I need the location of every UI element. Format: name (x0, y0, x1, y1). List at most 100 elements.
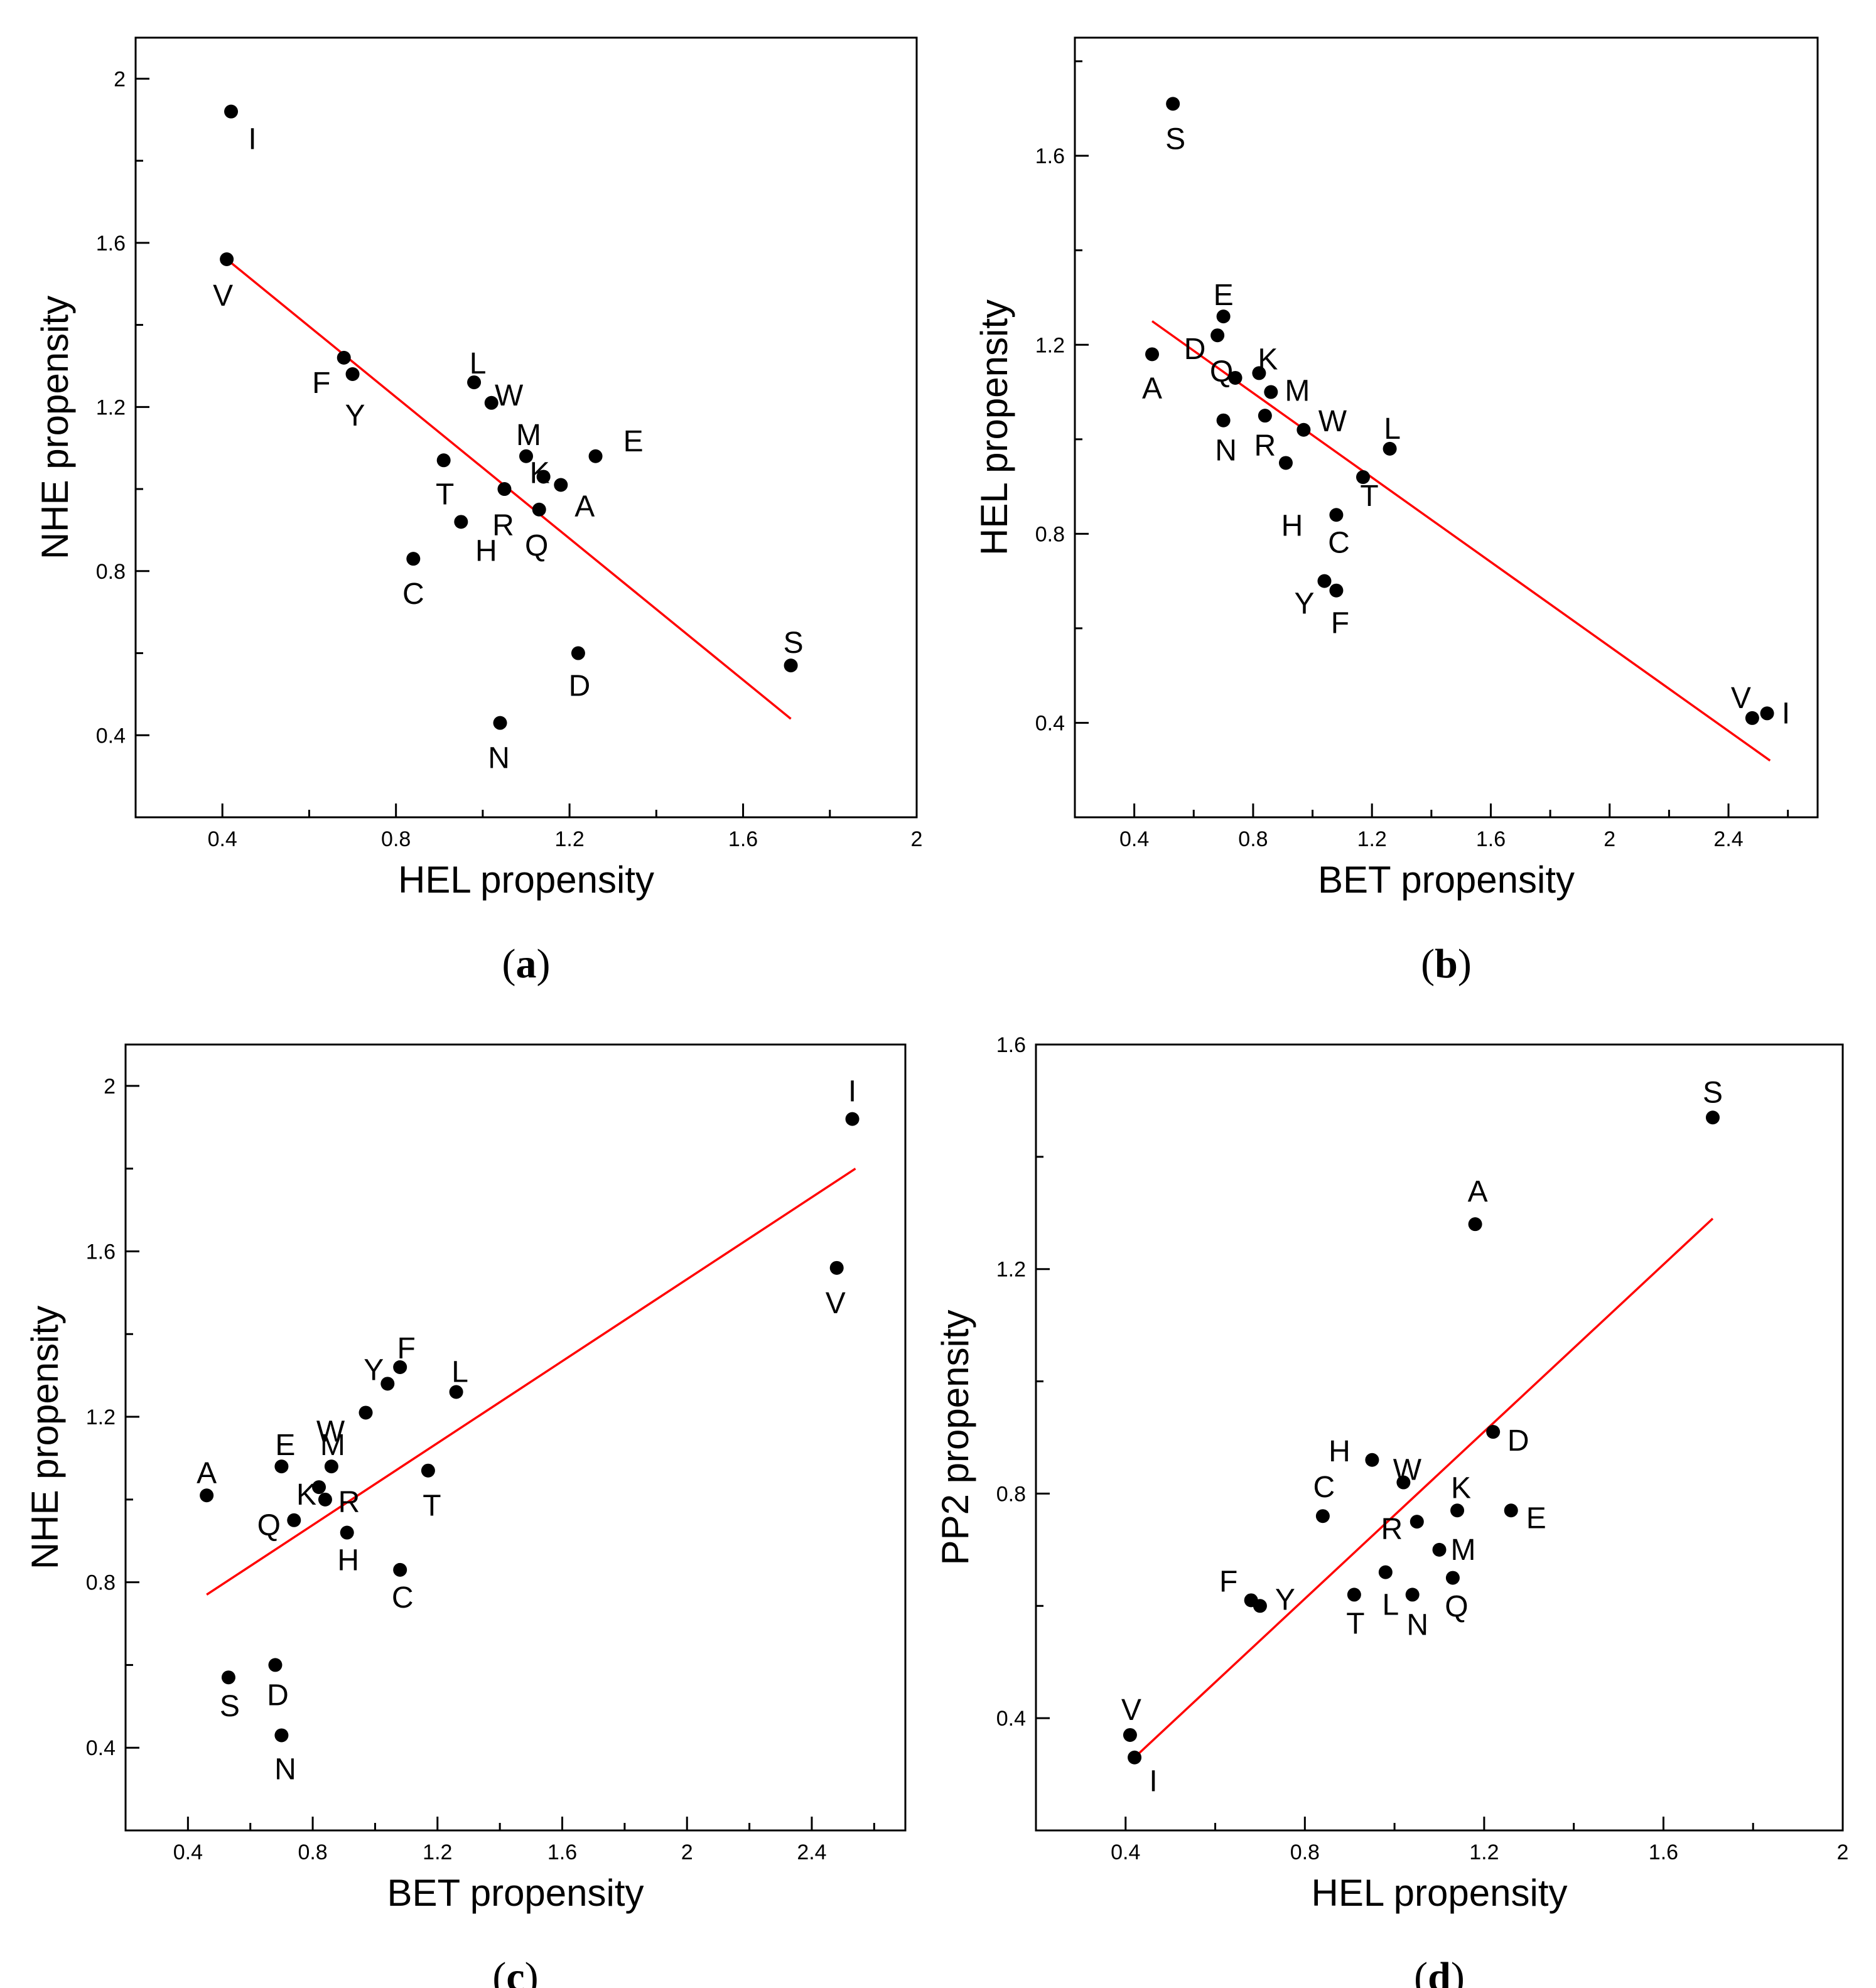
point-label-D: D (569, 670, 591, 703)
point-A (554, 478, 568, 492)
y-tick-label: 1.6 (96, 232, 126, 255)
panel-caption-letter: d (1428, 1954, 1451, 1988)
point-label-S: S (784, 626, 804, 660)
point-label-C: C (392, 1581, 414, 1615)
point-label-Y: Y (1275, 1583, 1295, 1616)
point-label-H: H (337, 1544, 359, 1577)
point-label-W: W (1393, 1454, 1422, 1487)
point-Y (380, 1377, 395, 1391)
point-label-W: W (495, 379, 524, 412)
point-C (1315, 1509, 1330, 1523)
panel-caption: (a) (502, 941, 551, 987)
point-W (484, 395, 499, 410)
point-E (274, 1459, 289, 1474)
point-label-K: K (530, 456, 550, 490)
y-tick-label: 0.4 (96, 724, 126, 748)
point-Q (287, 1513, 301, 1527)
panel-caption-letter: b (1435, 941, 1458, 987)
point-label-R: R (1381, 1513, 1403, 1546)
point-label-E: E (275, 1429, 295, 1462)
point-T (1356, 470, 1371, 485)
y-axis-label: NHE propensity (34, 296, 76, 559)
point-label-R: R (338, 1486, 360, 1519)
point-label-F: F (312, 367, 330, 400)
x-axis-label: HEL propensity (1312, 1872, 1568, 1914)
point-Q (1445, 1571, 1460, 1585)
point-M (324, 1459, 338, 1474)
y-axis-label: HEL propensity (973, 299, 1015, 556)
point-S (784, 658, 798, 673)
point-label-Q: Q (1210, 355, 1233, 389)
point-label-F: F (397, 1332, 416, 1365)
x-axis-label: HEL propensity (398, 859, 654, 901)
point-Y (1317, 574, 1332, 588)
point-label-L: L (451, 1356, 468, 1389)
point-D (1210, 328, 1225, 343)
point-label-D: D (267, 1679, 289, 1712)
point-M (519, 449, 533, 463)
point-D (571, 646, 585, 660)
point-R (497, 482, 512, 497)
point-label-V: V (826, 1287, 846, 1320)
point-N (1216, 413, 1231, 427)
x-tick-label: 0.8 (298, 1840, 327, 1864)
panel-caption: (b) (1421, 941, 1472, 987)
y-tick-label: 0.8 (996, 1482, 1026, 1506)
y-tick-label: 0.4 (1035, 711, 1065, 735)
y-tick-label: 2 (114, 67, 126, 91)
point-label-H: H (475, 534, 497, 567)
point-D (268, 1658, 283, 1672)
point-label-Q: Q (525, 530, 548, 563)
point-label-M: M (1451, 1534, 1476, 1567)
point-label-M: M (516, 419, 541, 452)
plot-frame (124, 1043, 907, 1832)
point-label-E: E (1214, 279, 1234, 312)
point-R (318, 1492, 332, 1507)
point-label-N: N (1406, 1608, 1428, 1641)
point-R (1258, 409, 1272, 423)
point-label-M: M (320, 1429, 345, 1462)
point-H (1365, 1453, 1379, 1467)
point-label-S: S (1165, 122, 1185, 156)
point-label-Q: Q (1445, 1591, 1468, 1624)
x-tick-label: 2.4 (1713, 827, 1743, 851)
x-tick-label: 1.2 (1357, 827, 1387, 851)
point-label-F: F (1331, 607, 1349, 640)
point-D (1486, 1425, 1501, 1439)
point-label-N: N (488, 742, 510, 775)
x-tick-label: 1.6 (1476, 827, 1506, 851)
y-tick-label: 0.8 (86, 1571, 116, 1595)
panel-caption: (c) (492, 1954, 538, 1988)
point-E (1504, 1503, 1518, 1518)
point-W (1296, 422, 1311, 437)
point-L (467, 375, 482, 390)
panel-caption-letter: a (516, 941, 537, 987)
point-S (1705, 1110, 1720, 1125)
y-tick-label: 1.6 (1035, 144, 1065, 168)
x-tick-label: 1.6 (1649, 1840, 1678, 1864)
point-label-D: D (1507, 1424, 1529, 1458)
x-tick-label: 2 (1604, 827, 1615, 851)
point-label-C: C (1328, 526, 1350, 559)
point-label-R: R (492, 509, 514, 542)
panel-caption: (d) (1414, 1954, 1465, 1988)
point-M (1264, 385, 1278, 399)
point-C (393, 1562, 407, 1577)
point-label-A: A (197, 1456, 217, 1490)
point-N (274, 1728, 289, 1743)
point-label-D: D (1184, 333, 1206, 366)
panel-a: 0.4 0.8 1.2 1.6 2 0.4 0.8 1.2 1.6 2 HEL propensity… (34, 36, 922, 987)
point-H (1278, 456, 1293, 470)
point-label-A: A (1468, 1175, 1488, 1208)
point-label-L: L (1382, 1589, 1399, 1622)
panel-caption-letter: c (506, 1954, 524, 1988)
panel-d: 0.4 0.8 1.2 1.6 2 0.4 0.8 1.2 1.6 HEL propensity P… (934, 1033, 1848, 1988)
y-tick-label: 0.4 (996, 1707, 1026, 1731)
x-tick-label: 2 (1837, 1840, 1849, 1864)
x-tick-label: 1.2 (554, 827, 584, 851)
point-E (588, 449, 603, 463)
point-label-A: A (1142, 372, 1162, 405)
point-label-M: M (1285, 375, 1310, 408)
point-Y (1253, 1599, 1267, 1613)
point-L (1378, 1565, 1393, 1579)
